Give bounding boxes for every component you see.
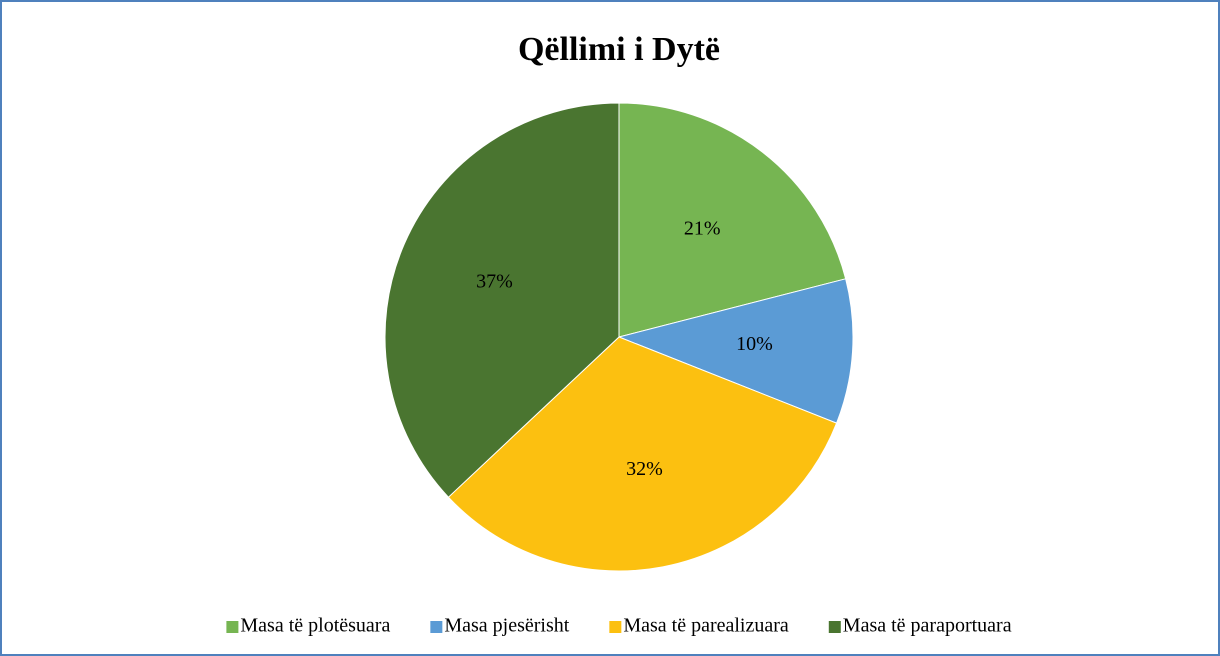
- pie-slice: [447, 336, 838, 572]
- pie-slice: [617, 278, 854, 424]
- data-label: 10%: [736, 333, 773, 355]
- legend-label: Masa të paraportuara: [843, 615, 1012, 637]
- pie-slice: [618, 102, 847, 338]
- data-label: 21%: [684, 217, 721, 239]
- pie-slice: [384, 102, 620, 498]
- data-label: 32%: [626, 458, 663, 480]
- data-label: 37%: [476, 271, 513, 293]
- legend-label: Masa pjesërisht: [444, 615, 569, 637]
- legend-label: Masa të parealizuara: [623, 615, 789, 637]
- legend-swatch: [828, 621, 841, 633]
- legend-swatch: [430, 621, 443, 633]
- chart-title: Qëllimi i Dytë: [518, 31, 720, 68]
- legend-label: Masa të plotësuara: [240, 615, 390, 637]
- legend-swatch: [609, 621, 622, 633]
- legend-swatch: [226, 621, 239, 633]
